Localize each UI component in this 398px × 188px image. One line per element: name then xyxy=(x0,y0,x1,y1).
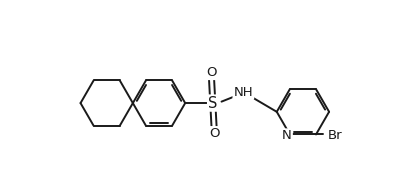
Text: S: S xyxy=(208,96,217,111)
Text: O: O xyxy=(206,66,217,79)
Text: N: N xyxy=(282,129,292,143)
Text: Br: Br xyxy=(328,129,342,143)
Text: NH: NH xyxy=(234,86,253,99)
Text: O: O xyxy=(209,127,220,140)
